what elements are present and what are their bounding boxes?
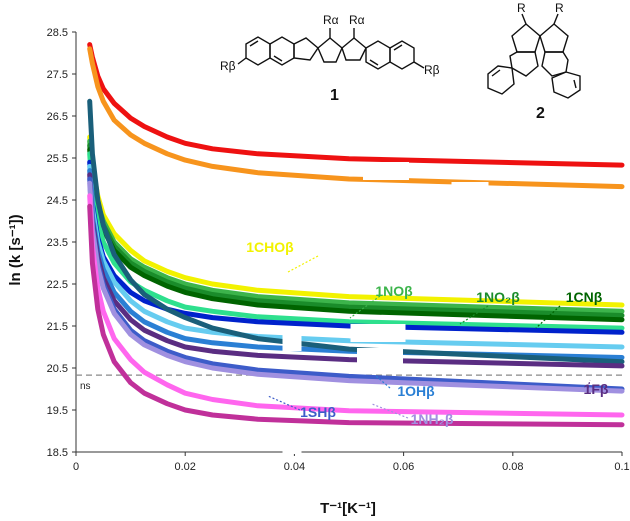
structure-2-number: 2 — [536, 105, 545, 122]
label-leader-line — [267, 395, 301, 411]
label-leader-line — [375, 375, 391, 389]
y-tick-label: 18.5 — [47, 447, 68, 459]
y-tick-label: 25.5 — [47, 153, 68, 165]
structure-1-number: 1 — [330, 87, 339, 104]
structure-2-drawing — [487, 13, 581, 99]
label-background — [282, 333, 302, 351]
x-tick-label: 0 — [73, 461, 79, 473]
x-tick-label: 0.02 — [174, 461, 195, 473]
series-line — [87, 180, 625, 394]
x-tick-label: 0.08 — [502, 461, 523, 473]
series-label: 1CHOβ — [246, 239, 294, 255]
y-tick-label: 24.5 — [47, 195, 68, 207]
structure-1-substituent: Rα — [349, 13, 365, 27]
series-label: 1Fβ — [584, 381, 609, 397]
structure-2-substituent: R — [555, 1, 564, 15]
series-label: 1NO₂β — [476, 289, 520, 305]
label-background — [451, 182, 489, 200]
structure-1-substituent: Rβ — [424, 63, 440, 77]
x-tick-label: 0.1 — [614, 461, 629, 473]
x-tick-label: 0.04 — [284, 461, 305, 473]
y-tick-label: 26.5 — [47, 111, 68, 123]
y-tick-label: 27.5 — [47, 69, 68, 81]
series-label: 1OHβ — [397, 383, 435, 399]
structure-2-substituent: R — [517, 1, 526, 15]
label-background — [350, 324, 406, 342]
series-line — [87, 142, 625, 318]
label-background — [506, 430, 552, 448]
series-line — [87, 46, 625, 190]
label-leader-line — [587, 379, 591, 389]
series-line — [87, 98, 625, 365]
y-axis-title: ln (k [s⁻¹]) — [7, 214, 24, 285]
label-leader-line — [459, 305, 489, 325]
label-leader-line — [371, 403, 409, 419]
series-line — [87, 147, 625, 323]
label-background — [282, 436, 302, 454]
label-background — [472, 389, 500, 407]
series-label: 1NH₂β — [411, 411, 454, 427]
y-tick-label: 21.5 — [47, 321, 68, 333]
series-line — [87, 203, 625, 428]
label-background — [363, 162, 409, 180]
y-tick-label: 23.5 — [47, 237, 68, 249]
label-leader-line — [535, 305, 561, 329]
structure-1-drawing — [237, 28, 425, 70]
x-tick-label: 0.06 — [393, 461, 414, 473]
label-background — [357, 348, 403, 366]
series-label: 1NOβ — [375, 283, 413, 299]
y-tick-label: 28.5 — [47, 27, 68, 39]
series-label: 1CNβ — [566, 289, 603, 305]
series-label: 1SHβ — [300, 404, 336, 420]
structure-1-substituent: Rα — [323, 13, 339, 27]
label-leader-line — [287, 255, 319, 273]
structure-1-substituent: Rβ — [220, 59, 236, 73]
y-tick-label: 20.5 — [47, 363, 68, 375]
ns-reference-label: ns — [80, 381, 91, 392]
x-axis-title: T⁻¹[K⁻¹] — [320, 500, 376, 517]
y-tick-label: 19.5 — [47, 405, 68, 417]
y-tick-label: 22.5 — [47, 279, 68, 291]
